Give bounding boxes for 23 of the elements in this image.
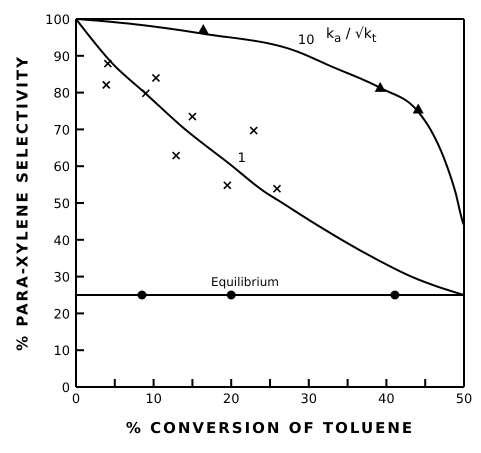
y-tick-label: 80 (53, 86, 70, 102)
y-tick-label: 100 (45, 13, 70, 28)
x-axis-title: % CONVERSION OF TOLUENE (126, 419, 414, 437)
x-tick-label: 20 (222, 392, 240, 407)
y-tick-label: 70 (53, 123, 70, 138)
y-tick-label: 90 (53, 50, 70, 65)
y-axis-title: % PARA-XYLENE SELECTIVITY (13, 55, 32, 351)
x-tick-label: 10 (145, 392, 162, 407)
annotation: k$_{a}$ / √k$_{t}$ (326, 26, 376, 45)
series-label: 1 (238, 150, 246, 166)
x-tick-label: 0 (72, 392, 80, 407)
ref-line-label: Equilibrium (211, 275, 279, 289)
x-tick-label: 30 (300, 392, 318, 407)
y-tick-label: 0 (62, 381, 70, 396)
y-tick-label: 20 (53, 307, 70, 322)
y-tick-label: 40 (53, 234, 70, 249)
y-tick-label: 50 (53, 197, 70, 212)
y-tick-label: 10 (53, 344, 70, 360)
x-tick-label: 50 (456, 392, 472, 407)
y-tick-label: 30 (53, 270, 70, 286)
x-tick-label: 40 (378, 392, 395, 407)
y-tick-label: 60 (53, 160, 70, 176)
series-label: 10 (298, 32, 314, 48)
